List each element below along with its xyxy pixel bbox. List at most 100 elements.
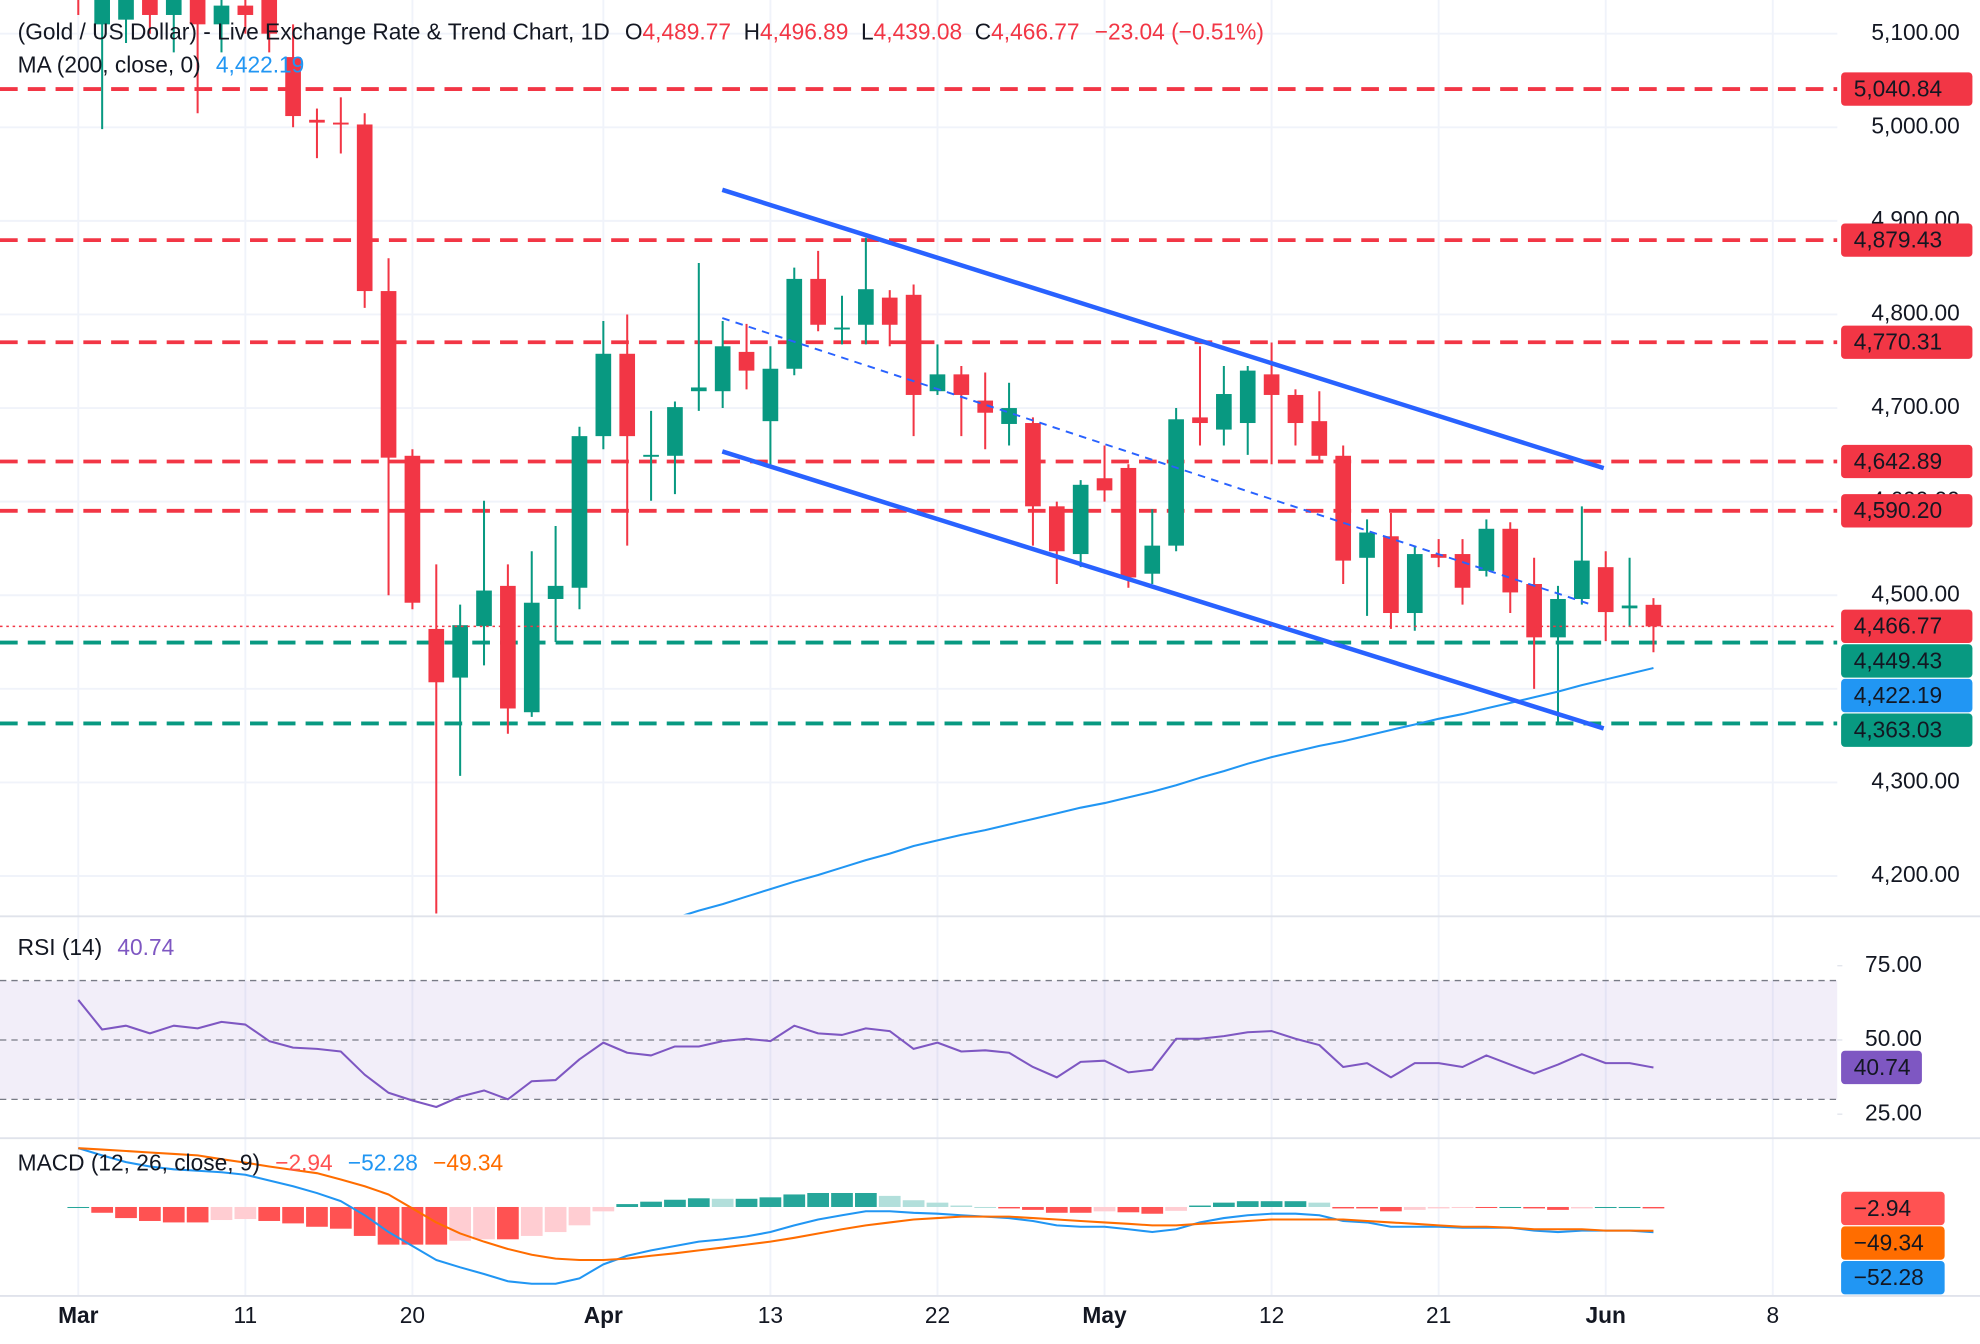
ohlc-value: 4,489.77 bbox=[643, 18, 731, 44]
ohlc-value: 4,466.77 bbox=[991, 18, 1079, 44]
rsi-value: 40.74 bbox=[117, 934, 174, 960]
candle-body bbox=[332, 122, 349, 125]
candle-body bbox=[571, 436, 588, 588]
axis-label-box bbox=[1841, 494, 1973, 528]
macd-histogram-bar bbox=[902, 1200, 925, 1207]
candle-body bbox=[1550, 598, 1566, 638]
macd-pane bbox=[67, 1147, 1665, 1285]
macd-histogram-bar bbox=[1045, 1206, 1068, 1213]
macd-hist-value: −2.94 bbox=[275, 1149, 333, 1175]
candle-body bbox=[643, 454, 659, 457]
rsi-name: RSI (14) bbox=[18, 934, 103, 960]
candle-body bbox=[1574, 560, 1590, 599]
candle-body bbox=[118, 0, 134, 20]
macd-histogram-bar bbox=[186, 1206, 209, 1223]
macd-histogram-bar bbox=[1547, 1206, 1569, 1210]
y-tick-label: 4,800.00 bbox=[1871, 299, 1959, 325]
macd-histogram-bar bbox=[616, 1204, 639, 1207]
macd-histogram-bar bbox=[401, 1206, 424, 1245]
candle-body bbox=[142, 0, 158, 15]
candle-body bbox=[905, 294, 922, 395]
signal-line bbox=[78, 1147, 1654, 1262]
axis-label-box bbox=[1841, 678, 1973, 713]
macd-histogram-bar bbox=[1403, 1206, 1426, 1210]
macd-histogram-bar bbox=[664, 1199, 686, 1207]
candle-body bbox=[1120, 467, 1137, 578]
macd-histogram-bar bbox=[520, 1206, 543, 1236]
macd-histogram-bar bbox=[1069, 1206, 1092, 1213]
candle-body bbox=[94, 0, 110, 25]
axis-label: 4,590.20 bbox=[1854, 497, 1942, 523]
macd-histogram-bar bbox=[425, 1206, 448, 1245]
candle-body bbox=[213, 5, 230, 25]
axis-label: 4,642.89 bbox=[1854, 448, 1942, 474]
macd-histogram-bar bbox=[568, 1206, 591, 1226]
candle-body bbox=[619, 353, 636, 437]
axis-label: −52.28 bbox=[1854, 1264, 1924, 1290]
chart-title: (Gold / US Dollar) - Live Exchange Rate … bbox=[18, 18, 610, 44]
macd-histogram-bar bbox=[1260, 1201, 1283, 1207]
macd-histogram-bar bbox=[1356, 1206, 1378, 1209]
macd-histogram-bar bbox=[234, 1206, 257, 1220]
y-tick-label: 4,500.00 bbox=[1871, 580, 1959, 606]
candle-body bbox=[858, 289, 874, 325]
candle-body bbox=[1144, 545, 1161, 574]
macd-histogram-bar bbox=[807, 1192, 829, 1207]
candle-body bbox=[404, 455, 421, 603]
macd-histogram-bar bbox=[210, 1206, 233, 1221]
y-tick-label: 5,000.00 bbox=[1871, 112, 1959, 138]
macd-histogram-bar bbox=[1189, 1205, 1211, 1207]
candle-body bbox=[356, 124, 373, 292]
macd-histogram-bar bbox=[1022, 1206, 1044, 1210]
macd-histogram-bar bbox=[998, 1206, 1020, 1209]
channel-lower bbox=[721, 449, 1605, 731]
candle-body bbox=[165, 0, 182, 15]
candle-body bbox=[1335, 455, 1352, 561]
candle-body bbox=[714, 346, 731, 392]
candle-body bbox=[881, 297, 898, 325]
macd-histogram-bar bbox=[1499, 1206, 1522, 1209]
candle-body bbox=[1263, 374, 1280, 395]
axis-label: 40.74 bbox=[1854, 1054, 1911, 1080]
ohlc-value: 4,496.89 bbox=[760, 18, 848, 44]
candle-body bbox=[1430, 554, 1447, 558]
candle-body bbox=[738, 351, 755, 371]
candle-body bbox=[380, 291, 397, 458]
axis-label-box bbox=[1841, 444, 1973, 479]
y-tick-label: 5,100.00 bbox=[1871, 19, 1959, 45]
macd-histogram-bar bbox=[1475, 1206, 1498, 1209]
candle-body bbox=[1621, 605, 1638, 609]
candle-body bbox=[476, 590, 492, 627]
axis-label: −49.34 bbox=[1854, 1229, 1924, 1255]
axis-label-box bbox=[1841, 644, 1973, 678]
axis-label: 4,363.03 bbox=[1854, 716, 1942, 742]
rsi-line bbox=[77, 999, 1654, 1109]
candle-body bbox=[1597, 567, 1614, 613]
candle-body bbox=[237, 5, 254, 15]
channel-lines bbox=[721, 187, 1605, 731]
candle-body bbox=[762, 368, 779, 422]
axis-label: 4,466.77 bbox=[1854, 613, 1942, 639]
candle-body bbox=[1502, 528, 1519, 593]
macd-histogram-bar bbox=[1642, 1206, 1665, 1209]
x-tick-label: 8 bbox=[1766, 1302, 1779, 1328]
axes: Mar 11 20 Apr 13 22 May 12 21 Jun 8 4,200.00 4,300.0… bbox=[58, 19, 1973, 1328]
macd-histogram-bar bbox=[91, 1206, 114, 1213]
y-tick-label: 4,300.00 bbox=[1871, 767, 1959, 793]
candle-body bbox=[1406, 554, 1423, 614]
macd-histogram-bar bbox=[1523, 1206, 1545, 1209]
macd-histogram-bar bbox=[1284, 1201, 1307, 1207]
axis-label-box bbox=[1841, 1191, 1945, 1226]
ohlc-key: C bbox=[975, 18, 991, 44]
header: (Gold / US Dollar) - Live Exchange Rate … bbox=[18, 18, 1264, 44]
macd-histogram-bar bbox=[687, 1198, 710, 1207]
ohlc-key: O bbox=[625, 18, 643, 44]
candle-body bbox=[1645, 604, 1662, 627]
axis-label-box bbox=[1841, 1260, 1945, 1295]
candle-body bbox=[1072, 484, 1089, 555]
candle-body bbox=[1025, 423, 1041, 507]
macd-histogram-bar bbox=[1332, 1206, 1355, 1209]
x-tick-label: Jun bbox=[1586, 1302, 1626, 1328]
macd-histogram-bar bbox=[306, 1206, 328, 1227]
